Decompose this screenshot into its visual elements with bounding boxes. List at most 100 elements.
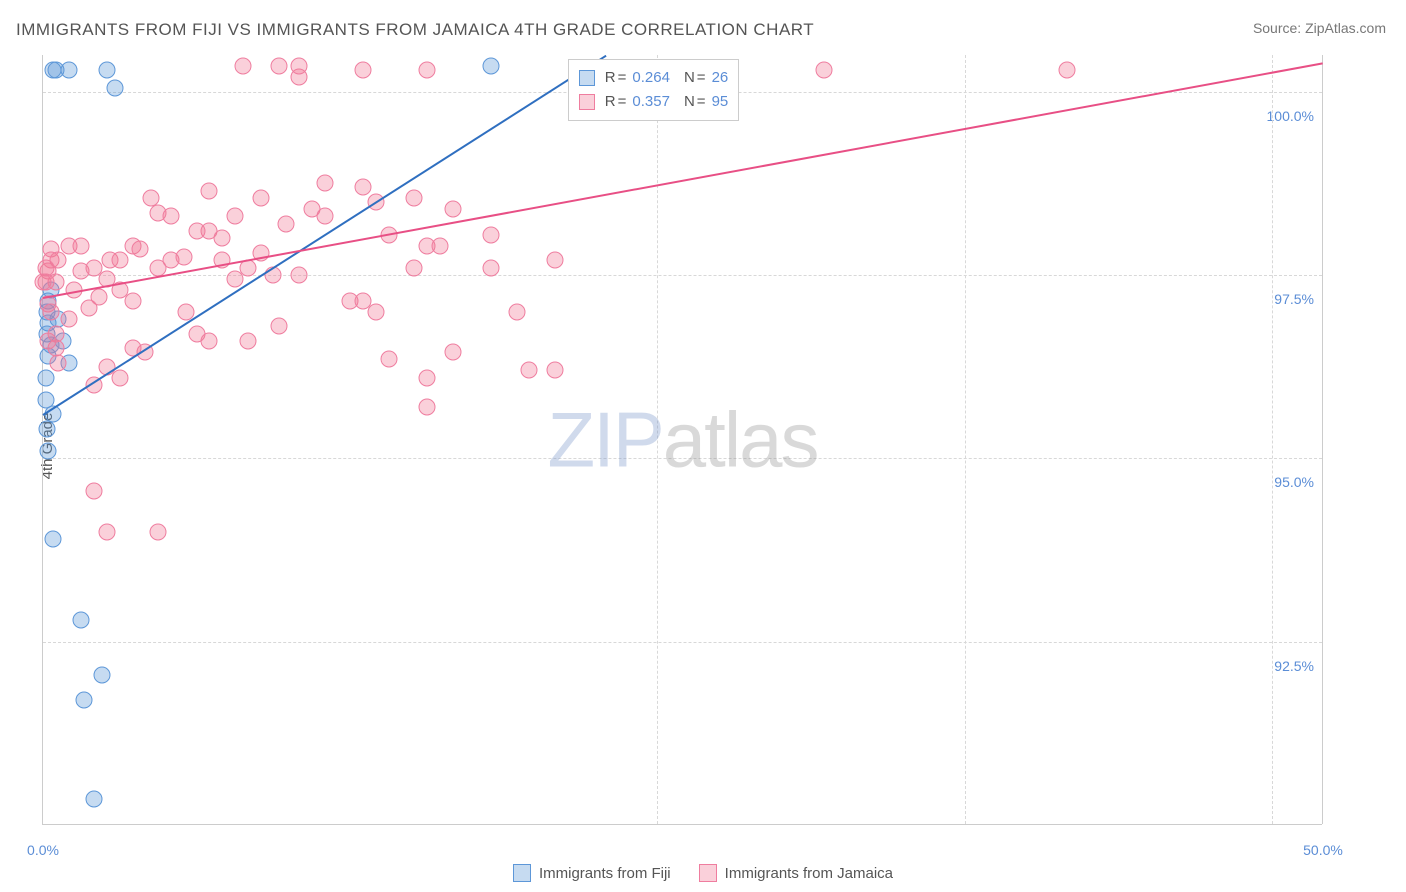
data-point bbox=[444, 201, 461, 218]
data-point bbox=[547, 362, 564, 379]
data-point bbox=[355, 179, 372, 196]
data-point bbox=[406, 190, 423, 207]
source-label: Source: ZipAtlas.com bbox=[1253, 20, 1386, 36]
equals-sign: = bbox=[618, 66, 627, 90]
data-point bbox=[355, 61, 372, 78]
data-point bbox=[367, 303, 384, 320]
data-point bbox=[111, 369, 128, 386]
data-point bbox=[99, 61, 116, 78]
data-point bbox=[316, 175, 333, 192]
data-point bbox=[60, 61, 77, 78]
watermark: ZIPatlas bbox=[547, 394, 817, 485]
data-point bbox=[60, 311, 77, 328]
y-tick-label: 92.5% bbox=[1274, 658, 1314, 674]
x-tick-label: 0.0% bbox=[27, 842, 59, 858]
stat-n-label: N bbox=[684, 66, 695, 90]
gridline-horizontal bbox=[43, 642, 1322, 643]
stat-r-label: R bbox=[605, 66, 616, 90]
stat-row: R=0.357N=95 bbox=[579, 90, 728, 114]
data-point bbox=[37, 369, 54, 386]
data-point bbox=[38, 421, 55, 438]
data-point bbox=[406, 259, 423, 276]
data-point bbox=[291, 267, 308, 284]
legend-swatch bbox=[513, 864, 531, 882]
data-point bbox=[483, 226, 500, 243]
data-point bbox=[201, 333, 218, 350]
data-point bbox=[547, 252, 564, 269]
data-point bbox=[73, 237, 90, 254]
equals-sign: = bbox=[697, 90, 706, 114]
data-point bbox=[45, 531, 62, 548]
data-point bbox=[419, 61, 436, 78]
data-point bbox=[1059, 61, 1076, 78]
data-point bbox=[124, 292, 141, 309]
data-point bbox=[40, 333, 57, 350]
gridline-vertical bbox=[1272, 55, 1273, 824]
legend-label: Immigrants from Jamaica bbox=[725, 865, 893, 882]
data-point bbox=[93, 666, 110, 683]
plot-area: ZIPatlas R=0.264N=26R=0.357N=95 92.5%95.… bbox=[42, 55, 1322, 825]
data-point bbox=[42, 303, 59, 320]
trend-line bbox=[42, 55, 606, 416]
data-point bbox=[291, 58, 308, 75]
data-point bbox=[419, 399, 436, 416]
y-tick-label: 95.0% bbox=[1274, 474, 1314, 490]
legend-item: Immigrants from Fiji bbox=[513, 864, 671, 882]
plot-right-border bbox=[1322, 55, 1323, 824]
data-point bbox=[234, 58, 251, 75]
legend-swatch bbox=[579, 94, 595, 110]
watermark-part1: ZIP bbox=[547, 395, 662, 483]
stat-row: R=0.264N=26 bbox=[579, 66, 728, 90]
legend-label: Immigrants from Fiji bbox=[539, 865, 671, 882]
stat-r-value: 0.264 bbox=[632, 66, 670, 90]
data-point bbox=[150, 523, 167, 540]
data-point bbox=[175, 248, 192, 265]
equals-sign: = bbox=[697, 66, 706, 90]
data-point bbox=[252, 190, 269, 207]
x-tick-label: 50.0% bbox=[1303, 842, 1343, 858]
legend-swatch bbox=[699, 864, 717, 882]
data-point bbox=[316, 208, 333, 225]
data-point bbox=[73, 611, 90, 628]
data-point bbox=[163, 208, 180, 225]
data-point bbox=[188, 223, 205, 240]
data-point bbox=[239, 333, 256, 350]
data-point bbox=[508, 303, 525, 320]
data-point bbox=[50, 355, 67, 372]
gridline-vertical bbox=[657, 55, 658, 824]
data-point bbox=[227, 208, 244, 225]
legend-item: Immigrants from Jamaica bbox=[699, 864, 893, 882]
data-point bbox=[201, 182, 218, 199]
stat-n-value: 26 bbox=[712, 66, 729, 90]
data-point bbox=[106, 80, 123, 97]
data-point bbox=[815, 61, 832, 78]
gridline-vertical bbox=[965, 55, 966, 824]
stats-legend-box: R=0.264N=26R=0.357N=95 bbox=[568, 59, 739, 121]
stat-n-value: 95 bbox=[712, 90, 729, 114]
data-point bbox=[214, 230, 231, 247]
data-point bbox=[278, 215, 295, 232]
data-point bbox=[444, 344, 461, 361]
data-point bbox=[483, 259, 500, 276]
watermark-part2: atlas bbox=[663, 395, 818, 483]
data-point bbox=[270, 318, 287, 335]
data-point bbox=[75, 692, 92, 709]
data-point bbox=[81, 300, 98, 317]
gridline-horizontal bbox=[43, 458, 1322, 459]
stat-r-value: 0.357 bbox=[632, 90, 670, 114]
equals-sign: = bbox=[618, 90, 627, 114]
y-tick-label: 97.5% bbox=[1274, 291, 1314, 307]
data-point bbox=[431, 237, 448, 254]
stat-n-label: N bbox=[684, 90, 695, 114]
legend-bottom: Immigrants from Fiji Immigrants from Jama… bbox=[0, 864, 1406, 886]
data-point bbox=[35, 274, 52, 291]
data-point bbox=[99, 523, 116, 540]
chart-title: IMMIGRANTS FROM FIJI VS IMMIGRANTS FROM … bbox=[16, 20, 814, 40]
data-point bbox=[86, 483, 103, 500]
data-point bbox=[86, 791, 103, 808]
stat-r-label: R bbox=[605, 90, 616, 114]
data-point bbox=[483, 58, 500, 75]
data-point bbox=[270, 58, 287, 75]
data-point bbox=[132, 241, 149, 258]
y-tick-label: 100.0% bbox=[1267, 108, 1314, 124]
